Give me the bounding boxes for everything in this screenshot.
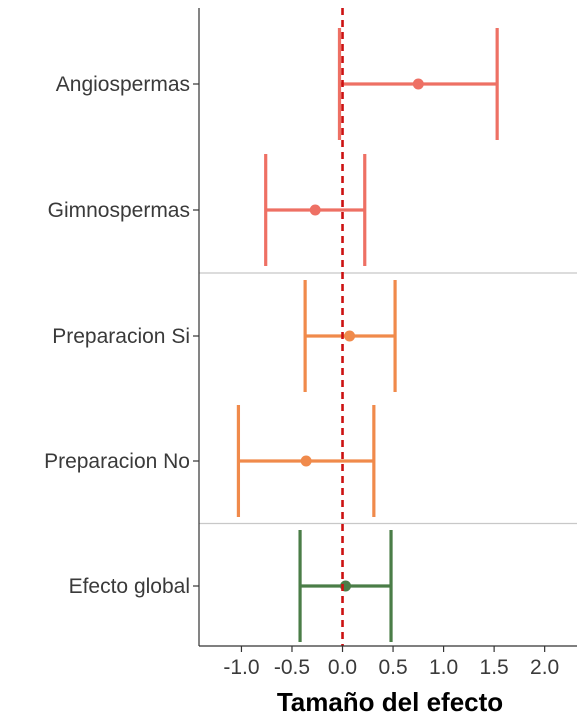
x-tick-label: 2.0: [530, 656, 559, 679]
x-tick-label: 1.5: [480, 656, 509, 679]
x-tick-label: 0.0: [328, 656, 357, 679]
forest-row: [337, 28, 499, 140]
forest-row: [298, 530, 393, 642]
plot-frame: [198, 8, 577, 647]
x-tick-label: 0.5: [378, 656, 407, 679]
x-axis-ticks: -1.0 -0.5 0.0 0.5 1.0 1.5 2.0: [223, 646, 559, 679]
forest-rows: [236, 28, 499, 642]
estimate-point: [300, 455, 312, 467]
x-tick-label: -0.5: [274, 656, 310, 679]
y-tick-label: Gimnospermas: [48, 199, 190, 222]
y-tick-label: Preparacion No: [44, 450, 190, 473]
estimate-point: [309, 204, 321, 216]
forest-row: [303, 280, 397, 392]
forest-row: [236, 405, 376, 517]
estimate-point: [344, 330, 356, 342]
x-axis-title: Tamaño del efecto: [277, 687, 503, 717]
group-separators: [199, 272, 577, 525]
y-tick-label: Preparacion Si: [52, 325, 190, 348]
y-tick-label: Angiospermas: [56, 73, 190, 96]
estimate-point: [412, 78, 424, 90]
y-axis-ticks: Angiospermas Gimnospermas Preparacion Si Pr…: [44, 73, 199, 598]
forest-row: [264, 154, 367, 266]
x-tick-label: -1.0: [223, 656, 259, 679]
y-tick-label: Efecto global: [69, 575, 190, 598]
x-tick-label: 1.0: [429, 656, 458, 679]
